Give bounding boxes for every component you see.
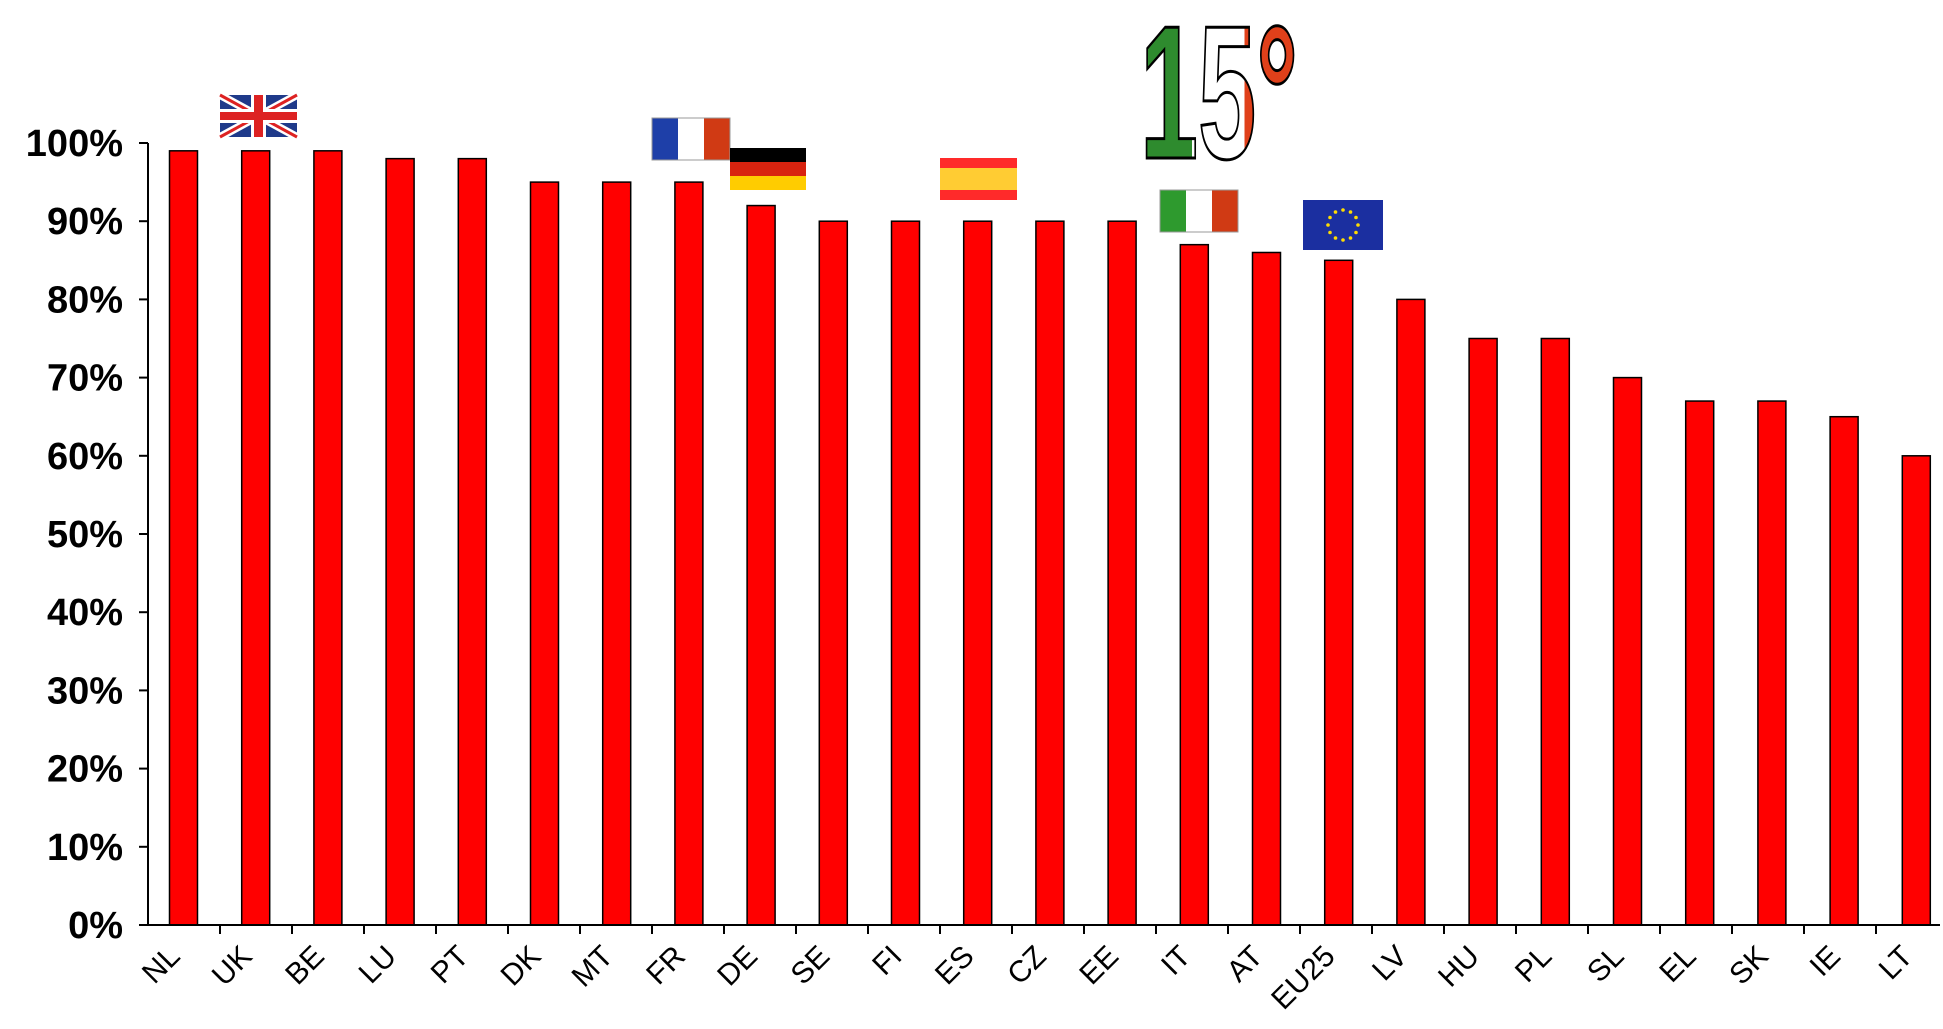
- bar-sk: [1757, 400, 1787, 926]
- eu-star: [1326, 223, 1330, 227]
- rank-label: 15°: [1140, 0, 1298, 199]
- bar-cz: [1035, 220, 1065, 926]
- bar-dk: [529, 181, 560, 926]
- eu-flag-icon: [1303, 200, 1383, 250]
- bar-mt: [601, 181, 632, 926]
- x-tick-label-es: ES: [929, 940, 981, 992]
- x-tick-label-be: BE: [279, 940, 331, 992]
- bars: [168, 150, 1932, 926]
- bar-nl: [168, 150, 199, 926]
- bar-hu: [1468, 337, 1498, 926]
- bar-es: [962, 220, 993, 926]
- y-ticks: 0% 10% 20% 30% 40% 50% 60% 70% 80% 90% 100%: [26, 123, 148, 947]
- eu-star: [1356, 223, 1360, 227]
- bar-de: [746, 204, 776, 926]
- bar-pt: [457, 157, 488, 926]
- bar-ie: [1829, 415, 1859, 926]
- bar-lu: [385, 157, 415, 926]
- x-tick-label-fi: FI: [866, 940, 908, 982]
- bar-at: [1251, 251, 1282, 926]
- y-tick-label: 90%: [47, 201, 123, 243]
- eu-star: [1348, 210, 1353, 214]
- x-tick-label-nl: NL: [136, 940, 186, 990]
- eu-star: [1328, 230, 1332, 235]
- eu-star: [1354, 230, 1358, 235]
- y-tick-label: 80%: [47, 279, 123, 321]
- germany-flag-icon: [730, 148, 806, 190]
- x-tick-label-hu: HU: [1432, 940, 1486, 994]
- x-tick-label-lu: LU: [353, 940, 403, 990]
- y-tick-label: 10%: [47, 827, 123, 869]
- y-tick-label: 40%: [47, 592, 123, 634]
- y-tick-label: 50%: [47, 514, 123, 556]
- bar-fi: [890, 220, 921, 926]
- y-tick-label: 60%: [47, 436, 123, 478]
- x-tick-label-cz: CZ: [1001, 940, 1053, 992]
- bar-lv: [1396, 298, 1426, 926]
- bar-eu25: [1323, 259, 1354, 926]
- eu-star: [1341, 238, 1345, 242]
- spain-flag-icon: [940, 158, 1017, 200]
- y-tick-label: 20%: [47, 749, 123, 791]
- x-tick-label-sl: SL: [1581, 940, 1630, 989]
- italy-flag-icon: [1159, 189, 1239, 233]
- x-tick-label-lt: LT: [1873, 940, 1920, 987]
- flags: [218, 91, 1383, 250]
- y-tick-label: 70%: [47, 358, 123, 400]
- eu-star: [1328, 215, 1332, 220]
- x-tick-label-uk: UK: [206, 940, 259, 993]
- uk-flag-icon: [218, 91, 299, 141]
- bar-lt: [1901, 455, 1932, 926]
- france-flag-icon: [651, 117, 731, 161]
- bar-el: [1684, 400, 1715, 926]
- x-tick-label-se: SE: [785, 940, 837, 992]
- eu-star: [1354, 215, 1358, 220]
- x-tick-label-ie: IE: [1804, 940, 1847, 983]
- bar-it: [1179, 243, 1210, 926]
- x-tick-label-at: AT: [1221, 940, 1270, 989]
- x-tick-label-sk: SK: [1723, 940, 1775, 992]
- x-tick-label-pl: PL: [1509, 940, 1558, 989]
- x-tick-label-dk: DK: [495, 940, 548, 993]
- bar-uk: [240, 150, 271, 926]
- y-tick-label: 30%: [47, 670, 123, 712]
- y-tick-label: 100%: [26, 123, 123, 165]
- eu-star: [1341, 208, 1345, 212]
- bar-pl: [1540, 337, 1571, 926]
- bar-ee: [1107, 220, 1137, 926]
- x-tick-label-el: EL: [1653, 940, 1702, 989]
- x-tick-label-lv: LV: [1366, 940, 1414, 988]
- x-tick-label-eu25: EU25: [1265, 940, 1341, 1016]
- x-tick-label-fr: FR: [640, 940, 692, 992]
- bar-se: [818, 220, 849, 926]
- bar-be: [313, 150, 343, 926]
- eu-stars: [1326, 208, 1360, 242]
- x-tick-label-de: DE: [711, 940, 764, 993]
- eu-star: [1333, 236, 1338, 240]
- x-tick-label-ee: EE: [1073, 940, 1125, 992]
- eu-star: [1333, 210, 1338, 214]
- x-tick-label-mt: MT: [566, 940, 620, 994]
- bar-sl: [1612, 376, 1643, 926]
- eu-star: [1348, 236, 1353, 240]
- x-tick-label-it: IT: [1155, 940, 1197, 982]
- x-tick-label-pt: PT: [425, 940, 475, 990]
- y-tick-label: 0%: [68, 905, 123, 947]
- bar-fr: [674, 181, 704, 926]
